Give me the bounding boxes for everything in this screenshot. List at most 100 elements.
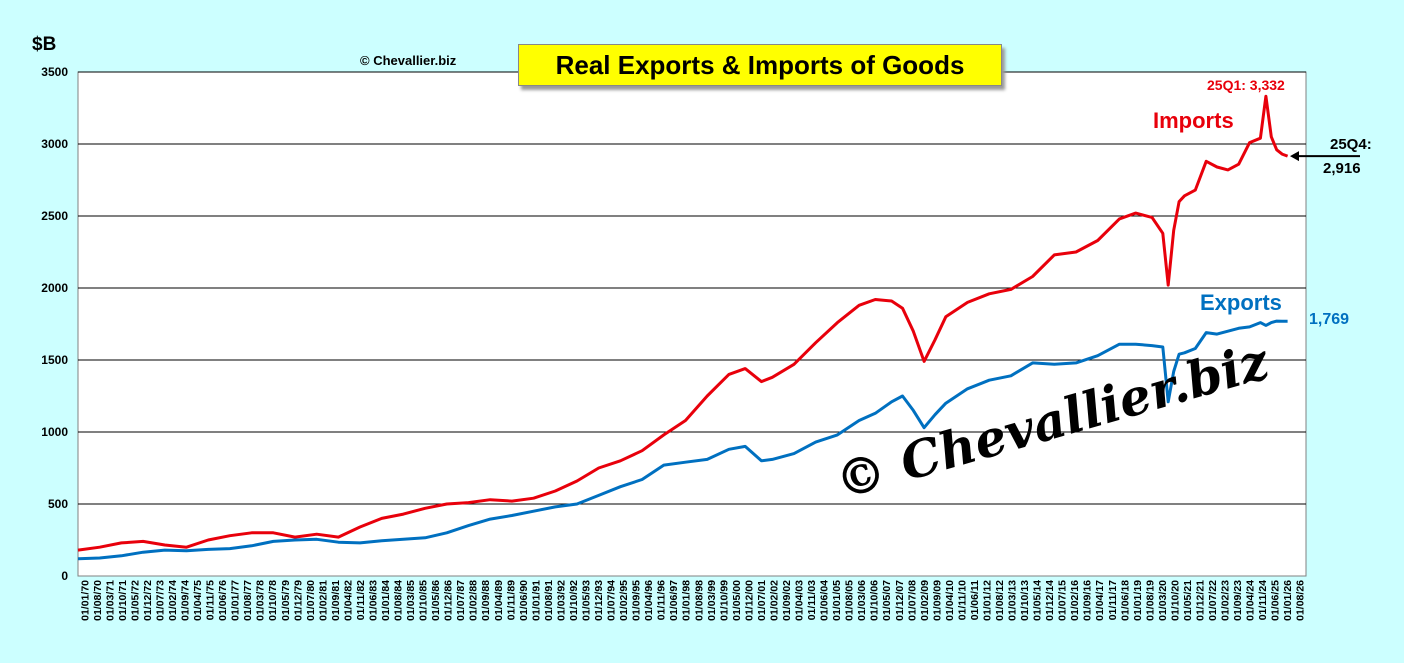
y-tick-label: 1500 xyxy=(41,353,68,367)
x-tick-label: 01/09/81 xyxy=(330,580,342,621)
y-tick-label: 3500 xyxy=(41,65,68,79)
x-tick-label: 01/08/05 xyxy=(844,580,856,621)
x-tick-label: 01/04/96 xyxy=(643,580,655,621)
y-axis-unit: $B xyxy=(32,34,57,55)
x-tick-label: 01/12/00 xyxy=(743,580,755,621)
x-tick-label: 01/12/21 xyxy=(1195,580,1207,621)
x-tick-label: 01/04/03 xyxy=(794,580,806,621)
x-tick-label: 01/06/97 xyxy=(668,580,680,621)
x-tick-label: 01/08/12 xyxy=(994,580,1006,621)
x-tick-label: 01/05/00 xyxy=(731,580,743,621)
x-tick-label: 01/02/23 xyxy=(1220,580,1232,621)
exports-series-label: Exports xyxy=(1200,290,1282,315)
x-tick-label: 01/03/78 xyxy=(255,580,267,621)
x-tick-label: 01/02/02 xyxy=(768,580,780,621)
x-tick-label: 01/02/95 xyxy=(618,580,630,621)
x-tick-label: 01/02/88 xyxy=(468,580,480,621)
x-tick-label: 01/08/84 xyxy=(393,580,405,621)
x-tick-label: 01/01/05 xyxy=(831,580,843,621)
x-tick-label: 01/09/02 xyxy=(781,580,793,621)
x-tick-label: 01/01/91 xyxy=(530,580,542,621)
y-tick-label: 3000 xyxy=(41,137,68,151)
x-tick-label: 01/04/75 xyxy=(192,580,204,621)
x-tick-label: 01/10/78 xyxy=(267,580,279,621)
x-tick-label: 01/12/07 xyxy=(894,580,906,621)
x-tick-label: 01/01/26 xyxy=(1282,580,1294,621)
x-tick-label: 01/04/10 xyxy=(944,580,956,621)
x-tick-label: 01/12/72 xyxy=(142,580,154,621)
x-tick-label: 01/04/17 xyxy=(1094,580,1106,621)
x-tick-label: 01/01/98 xyxy=(681,580,693,621)
y-tick-label: 500 xyxy=(48,497,68,511)
x-tick-label: 01/03/92 xyxy=(555,580,567,621)
x-tick-label: 01/08/98 xyxy=(693,580,705,621)
arrow-head xyxy=(1290,151,1299,162)
x-tick-label: 01/12/86 xyxy=(443,580,455,621)
x-tick-label: 01/11/17 xyxy=(1107,580,1119,620)
series-lines xyxy=(77,94,1289,561)
x-tick-label: 01/08/19 xyxy=(1144,580,1156,621)
x-tick-label: 01/06/76 xyxy=(217,580,229,621)
y-tick-label: 0 xyxy=(61,569,68,583)
x-tick-label: 01/03/13 xyxy=(1007,580,1019,621)
gridlines xyxy=(78,71,1306,505)
x-tick-label: 01/11/03 xyxy=(806,580,818,620)
x-tick-label: 01/03/85 xyxy=(405,580,417,621)
x-tick-label: 01/09/09 xyxy=(931,580,943,621)
x-tick-label: 01/09/88 xyxy=(480,580,492,621)
x-tick-label: 01/08/91 xyxy=(543,580,555,621)
x-tick-label: 01/12/79 xyxy=(292,580,304,621)
x-tick-label: 01/07/80 xyxy=(305,580,317,621)
x-tick-label: 01/06/04 xyxy=(819,580,831,621)
source-credit: © Chevallier.biz xyxy=(360,53,457,68)
x-tick-label: 01/06/83 xyxy=(368,580,380,621)
x-tick-label: 01/11/89 xyxy=(505,580,517,620)
x-tick-label: 01/05/72 xyxy=(129,580,141,621)
x-tick-label: 01/03/71 xyxy=(104,580,116,621)
y-tick-label: 2000 xyxy=(41,281,68,295)
x-tick-label: 01/01/19 xyxy=(1132,580,1144,621)
x-tick-label: 01/01/70 xyxy=(79,580,91,621)
y-tick-label: 2500 xyxy=(41,209,68,223)
x-tick-label: 01/04/24 xyxy=(1245,580,1257,621)
annotation-arrow xyxy=(1290,151,1360,162)
x-tick-label: 01/02/81 xyxy=(317,580,329,621)
x-tick-label: 01/04/82 xyxy=(342,580,354,621)
x-tick-label: 01/04/89 xyxy=(493,580,505,621)
x-tick-label: 01/02/16 xyxy=(1069,580,1081,621)
x-tick-label: 01/08/77 xyxy=(242,580,254,621)
x-axis: 01/01/70 01/08/70 01/03/71 01/10/71 01/05/72… xyxy=(79,580,1306,621)
x-tick-label: 01/09/95 xyxy=(631,580,643,621)
x-tick-label: 01/07/22 xyxy=(1207,580,1219,621)
x-tick-label: 01/03/20 xyxy=(1157,580,1169,621)
imports-series-label: Imports xyxy=(1153,108,1234,133)
x-tick-label: 01/06/18 xyxy=(1119,580,1131,621)
x-tick-label: 01/10/99 xyxy=(718,580,730,621)
x-tick-label: 01/08/26 xyxy=(1295,580,1307,621)
x-tick-label: 01/08/70 xyxy=(92,580,104,621)
x-tick-label: 01/05/79 xyxy=(280,580,292,621)
x-tick-label: 01/05/21 xyxy=(1182,580,1194,621)
x-tick-label: 01/06/11 xyxy=(969,580,981,620)
x-tick-label: 01/07/94 xyxy=(606,580,618,621)
x-tick-label: 01/10/06 xyxy=(869,580,881,621)
x-tick-label: 01/11/10 xyxy=(956,580,968,620)
x-tick-label: 01/01/77 xyxy=(230,580,242,621)
x-tick-label: 01/09/16 xyxy=(1082,580,1094,621)
x-tick-label: 01/06/90 xyxy=(518,580,530,621)
x-tick-label: 01/07/73 xyxy=(154,580,166,621)
imports-last-value-label: 2,916 xyxy=(1323,160,1361,177)
y-axis: 0 500 1000 1500 2000 2500 3000 3500 xyxy=(41,65,68,583)
imports-peak-label: 25Q1: 3,332 xyxy=(1207,77,1285,93)
x-tick-label: 01/09/23 xyxy=(1232,580,1244,621)
x-tick-label: 01/11/24 xyxy=(1257,580,1269,620)
x-tick-label: 01/10/20 xyxy=(1169,580,1181,621)
x-tick-label: 01/10/13 xyxy=(1019,580,1031,621)
x-tick-label: 01/12/93 xyxy=(593,580,605,621)
line-exports xyxy=(77,319,1288,561)
exports-last-value-label: 1,769 xyxy=(1309,311,1350,328)
x-tick-label: 01/01/12 xyxy=(982,580,994,621)
x-tick-label: 01/05/86 xyxy=(430,580,442,621)
x-tick-label: 01/02/09 xyxy=(919,580,931,621)
